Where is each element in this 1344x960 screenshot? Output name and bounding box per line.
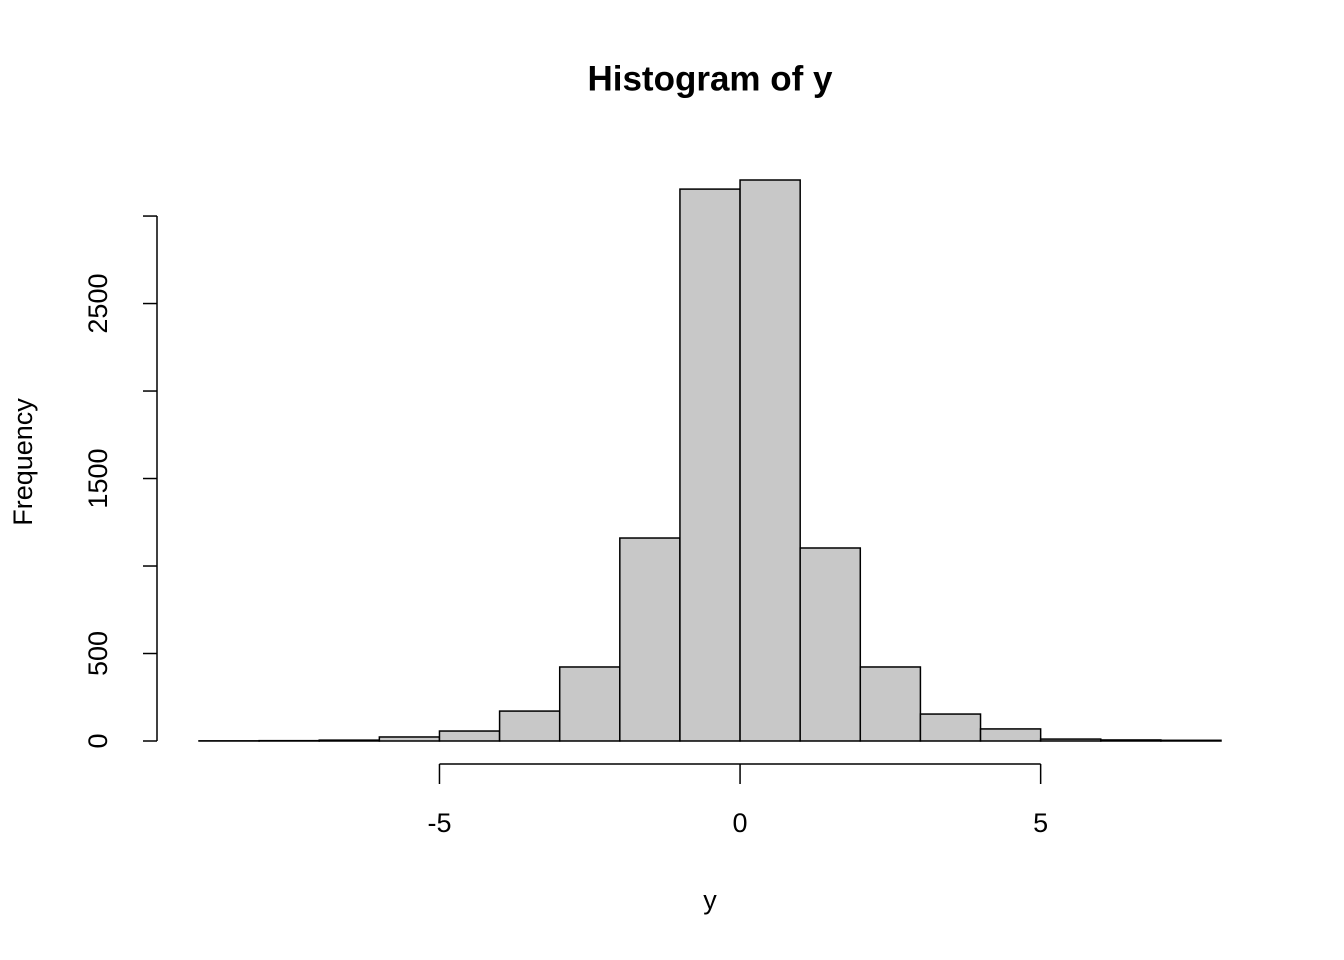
bar [1160, 739, 1222, 742]
bar [378, 736, 441, 742]
x-tick-label: 0 [733, 808, 748, 838]
y-tick-label: 0 [83, 733, 113, 748]
bar [498, 710, 561, 742]
bar [739, 179, 801, 742]
bar [318, 739, 381, 742]
y-tick-label: 500 [83, 631, 113, 676]
y-axis-label: Frequency [8, 398, 38, 526]
y-tick-label: 1500 [83, 448, 113, 508]
x-axis-label: y [703, 885, 717, 915]
chart-title: Histogram of y [587, 59, 833, 98]
bar [438, 730, 501, 742]
bar [919, 713, 982, 742]
y-tick-label: 2500 [83, 273, 113, 333]
bar [1039, 738, 1102, 742]
x-tick-label: 5 [1033, 808, 1048, 838]
bar [979, 728, 1042, 742]
bar [799, 547, 862, 742]
x-tick-label: -5 [427, 808, 451, 838]
bar [859, 666, 922, 742]
bar [619, 537, 681, 742]
bar [558, 666, 621, 742]
bar [679, 188, 741, 742]
bar [1100, 739, 1162, 742]
